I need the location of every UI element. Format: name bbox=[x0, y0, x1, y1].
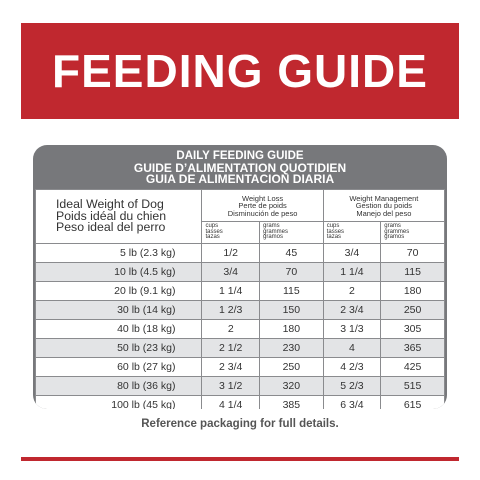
ideal-weight-header: Ideal Weight of Dog Poids idéal du chien… bbox=[34, 189, 203, 244]
loss-cups-cell: 1 2/3 bbox=[201, 299, 260, 320]
table-row: 5 lb (2.3 kg) 1/2 45 3/4 70 bbox=[34, 242, 445, 263]
weight-cell: 40 lb (18 kg) bbox=[34, 318, 203, 339]
table-title-es: GUIA DE ALIMENTACION DIARIA bbox=[145, 172, 335, 186]
mgmt-grams-cell: 365 bbox=[380, 337, 445, 358]
weight-cell: 60 lb (27 kg) bbox=[34, 356, 203, 377]
loss-cups-cell: 2 3/4 bbox=[201, 356, 260, 377]
grams-fr: grammes bbox=[384, 228, 410, 235]
mgmt-cups-cell: 3 1/3 bbox=[322, 318, 382, 339]
weight-cell: 30 lb (14 kg) bbox=[34, 299, 203, 320]
weight-cell: 20 lb (9.1 kg) bbox=[34, 280, 203, 301]
loss-cups-cell: 1/2 bbox=[201, 242, 260, 263]
loss-cups-cell: 3/4 bbox=[201, 261, 260, 282]
table-row: 100 lb (45 kg) 4 1/4 385 6 3/4 615 bbox=[34, 394, 445, 409]
mgmt-cups-cell: 2 bbox=[322, 280, 382, 301]
table-row: 10 lb (4.5 kg) 3/4 70 1 1/4 115 bbox=[34, 261, 445, 282]
mgmt-cups-cell: 4 bbox=[322, 337, 382, 358]
table-row: 30 lb (14 kg) 1 2/3 150 2 3/4 250 bbox=[34, 299, 445, 320]
loss-cups-cell: 2 bbox=[201, 318, 260, 339]
mgmt-cups-cell: 6 3/4 bbox=[322, 394, 382, 409]
weight-loss-fr: Perte de poids bbox=[238, 201, 287, 211]
page-title: FEEDING GUIDE bbox=[52, 45, 428, 97]
weight-cell: 10 lb (4.5 kg) bbox=[34, 261, 203, 282]
loss-cups-header: cups tasses tazas bbox=[201, 221, 260, 244]
loss-cups-cell: 1 1/4 bbox=[201, 280, 260, 301]
table-row: 40 lb (18 kg) 2 180 3 1/3 305 bbox=[34, 318, 445, 339]
mgmt-grams-cell: 180 bbox=[380, 280, 445, 301]
mgmt-grams-cell: 615 bbox=[380, 394, 445, 409]
weight-loss-header: Weight Loss Perte de poids Disminución d… bbox=[201, 189, 324, 222]
cups-en: cups bbox=[326, 223, 340, 229]
mgmt-grams-header: grams grammes gramos bbox=[380, 221, 445, 244]
ideal-header-en: Ideal Weight of Dog bbox=[56, 197, 164, 211]
weight-mgmt-fr: Gestion du poids bbox=[355, 201, 412, 211]
weight-mgmt-en: Weight Management bbox=[349, 193, 419, 203]
mgmt-cups-cell: 4 2/3 bbox=[322, 356, 382, 377]
loss-grams-cell: 250 bbox=[259, 356, 324, 377]
loss-cups-cell: 3 1/2 bbox=[201, 375, 260, 396]
loss-grams-cell: 385 bbox=[259, 394, 324, 409]
grams-en: grams bbox=[263, 223, 280, 229]
weight-loss-es: Disminución de peso bbox=[227, 208, 298, 218]
table-row: 50 lb (23 kg) 2 1/2 230 4 365 bbox=[34, 337, 445, 358]
loss-grams-cell: 45 bbox=[259, 242, 324, 263]
grams-fr: grammes bbox=[263, 228, 289, 235]
cups-fr: tasses bbox=[205, 228, 223, 235]
table-row: 80 lb (36 kg) 3 1/2 320 5 2/3 515 bbox=[34, 375, 445, 396]
mgmt-grams-cell: 515 bbox=[380, 375, 445, 396]
cups-es: tazas bbox=[326, 234, 342, 240]
reference-note: Reference packaging for full details. bbox=[141, 418, 339, 430]
mgmt-cups-cell: 1 1/4 bbox=[322, 261, 382, 282]
feeding-table: Ideal Weight of Dog Poids idéal du chien… bbox=[34, 189, 446, 409]
loss-grams-cell: 115 bbox=[259, 280, 324, 301]
mgmt-cups-cell: 3/4 bbox=[322, 242, 382, 263]
weight-cell: 5 lb (2.3 kg) bbox=[34, 242, 203, 263]
grams-es: gramos bbox=[384, 234, 405, 240]
ideal-header-fr: Poids idéal du chien bbox=[56, 208, 167, 223]
loss-cups-cell: 4 1/4 bbox=[201, 394, 260, 409]
table-title: DAILY FEEDING GUIDE GUIDE D’ALIMENTATION… bbox=[33, 145, 447, 189]
mgmt-cups-header: cups tasses tazas bbox=[322, 221, 382, 244]
feeding-table-panel: DAILY FEEDING GUIDE GUIDE D’ALIMENTATION… bbox=[33, 145, 447, 409]
title-banner: FEEDING GUIDE bbox=[21, 23, 459, 119]
grams-en: grams bbox=[384, 223, 401, 229]
mgmt-grams-cell: 115 bbox=[380, 261, 445, 282]
mgmt-cups-cell: 5 2/3 bbox=[322, 375, 382, 396]
loss-grams-cell: 70 bbox=[259, 261, 324, 282]
cups-en: cups bbox=[205, 223, 219, 229]
weight-cell: 100 lb (45 kg) bbox=[34, 394, 203, 409]
table-body: 5 lb (2.3 kg) 1/2 45 3/4 70 10 lb (4.5 kg) 3/4… bbox=[34, 242, 445, 409]
table-title-en: DAILY FEEDING GUIDE bbox=[176, 150, 304, 162]
loss-cups-cell: 2 1/2 bbox=[201, 337, 260, 358]
cups-es: tazas bbox=[205, 234, 220, 240]
mgmt-grams-cell: 70 bbox=[380, 242, 445, 263]
mgmt-cups-cell: 2 3/4 bbox=[322, 299, 382, 320]
weight-loss-en: Weight Loss bbox=[242, 193, 284, 203]
grams-es: gramos bbox=[263, 234, 284, 240]
table-title-fr: GUIDE D’ALIMENTATION QUOTIDIEN bbox=[133, 160, 347, 175]
loss-grams-header: grams grammes gramos bbox=[259, 221, 324, 244]
cups-fr: tasses bbox=[326, 228, 345, 235]
table-row: 20 lb (9.1 kg) 1 1/4 115 2 180 bbox=[34, 280, 445, 301]
loss-grams-cell: 320 bbox=[259, 375, 324, 396]
loss-grams-cell: 150 bbox=[259, 299, 324, 320]
table-row: 60 lb (27 kg) 2 3/4 250 4 2/3 425 bbox=[34, 356, 445, 377]
loss-grams-cell: 180 bbox=[259, 318, 324, 339]
mgmt-grams-cell: 250 bbox=[380, 299, 445, 320]
weight-management-header: Weight Management Gestion du poids Manej… bbox=[322, 189, 446, 222]
weight-cell: 80 lb (36 kg) bbox=[34, 375, 203, 396]
mgmt-grams-cell: 425 bbox=[380, 356, 445, 377]
weight-mgmt-es: Manejo del peso bbox=[356, 208, 412, 218]
loss-grams-cell: 230 bbox=[259, 337, 324, 358]
weight-cell: 50 lb (23 kg) bbox=[34, 337, 203, 358]
ideal-header-es: Peso ideal del perro bbox=[56, 220, 166, 234]
mgmt-grams-cell: 305 bbox=[380, 318, 445, 339]
bottom-rule bbox=[21, 457, 459, 461]
